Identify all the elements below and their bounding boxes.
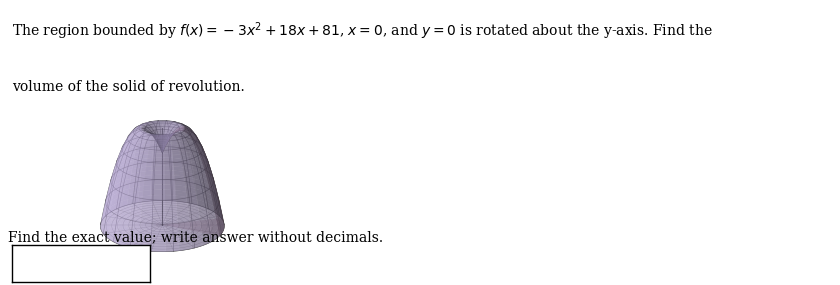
Text: The region bounded by $f(x) = -3x^2 + 18x + 81$, $x = 0$, and $y = 0$ is rotated: The region bounded by $f(x) = -3x^2 + 18… [12, 21, 712, 42]
Text: volume of the solid of revolution.: volume of the solid of revolution. [12, 80, 244, 94]
Text: Find the exact value; write answer without decimals.: Find the exact value; write answer witho… [8, 230, 383, 244]
